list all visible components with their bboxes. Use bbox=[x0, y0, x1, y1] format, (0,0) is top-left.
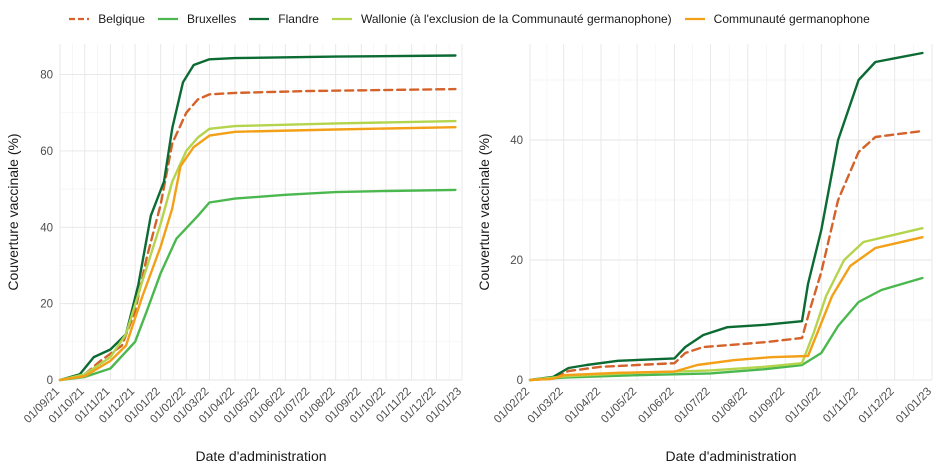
y-tick-label: 0 bbox=[517, 375, 523, 387]
x-tick-label: 01/02/22 bbox=[492, 386, 532, 426]
legend-label: Bruxelles bbox=[186, 12, 237, 26]
x-tick-label: 01/04/22 bbox=[563, 386, 603, 426]
legend-swatch bbox=[157, 17, 178, 21]
series-line-flandre bbox=[528, 51, 924, 382]
legend-swatch bbox=[69, 17, 90, 21]
x-tick-label: 01/01/23 bbox=[894, 386, 934, 426]
legend-swatch bbox=[684, 17, 705, 21]
series-line-communaute-germanophone bbox=[58, 125, 457, 382]
x-tick-label: 01/05/22 bbox=[599, 386, 639, 426]
legend: Belgique Bruxelles Flandre Wallonie (à l'ex… bbox=[0, 8, 936, 30]
y-tick-label: 80 bbox=[40, 70, 53, 82]
series-line-wallonie-a-l-exclusion-de-la-communaute-germanophone bbox=[58, 119, 457, 382]
legend-item-communaute-germanophone: Communauté germanophone bbox=[682, 12, 870, 26]
x-axis-title: Date d'administration bbox=[195, 448, 326, 463]
series-line-bruxelles bbox=[58, 188, 457, 382]
series-line-belgique bbox=[58, 87, 457, 382]
chart-figure: 02040608001/09/2101/10/2101/11/2101/12/2… bbox=[5, 44, 934, 463]
series-line-bruxelles bbox=[528, 276, 924, 382]
y-tick-label: 20 bbox=[40, 299, 53, 311]
x-tick-label: 01/10/22 bbox=[783, 386, 823, 426]
legend-item-flandre: Flandre bbox=[246, 12, 319, 26]
legend-item-belgique: Belgique bbox=[66, 12, 145, 26]
legend-item-bruxelles: Bruxelles bbox=[155, 12, 236, 26]
series-line-flandre bbox=[58, 54, 457, 382]
x-tick-label: 01/03/22 bbox=[526, 386, 566, 426]
legend-swatch bbox=[331, 17, 352, 21]
legend-label: Communauté germanophone bbox=[713, 12, 870, 26]
series-line-communaute-germanophone bbox=[528, 235, 924, 382]
y-axis-title: Couverture vaccinale (%) bbox=[476, 133, 492, 290]
legend-label: Flandre bbox=[278, 12, 319, 26]
y-tick-label: 0 bbox=[47, 375, 53, 387]
legend-item-wallonie-a-l-exclusion-de-la-communaute-germanophone: Wallonie (à l'exclusion de la Communauté… bbox=[329, 12, 672, 26]
x-tick-label: 01/12/22 bbox=[857, 386, 897, 426]
chart-panel-right: 0204001/02/2201/03/2201/04/2201/05/2201/… bbox=[476, 44, 934, 463]
legend-label: Wallonie (à l'exclusion de la Communauté… bbox=[360, 12, 672, 26]
x-tick-label: 01/08/22 bbox=[710, 386, 750, 426]
x-tick-label: 01/11/22 bbox=[821, 386, 861, 426]
y-tick-label: 60 bbox=[40, 146, 53, 158]
legend-swatch bbox=[249, 17, 270, 21]
series-line-wallonie-a-l-exclusion-de-la-communaute-germanophone bbox=[528, 226, 924, 382]
chart-panel-left: 02040608001/09/2101/10/2101/11/2101/12/2… bbox=[5, 44, 464, 463]
y-axis-title: Couverture vaccinale (%) bbox=[5, 133, 21, 290]
x-axis-title: Date d'administration bbox=[665, 448, 796, 463]
x-tick-label: 01/09/22 bbox=[747, 386, 787, 426]
x-tick-label: 01/06/22 bbox=[636, 386, 676, 426]
y-tick-label: 40 bbox=[510, 135, 523, 147]
y-tick-label: 40 bbox=[40, 222, 53, 234]
legend-label: Belgique bbox=[98, 12, 145, 26]
y-tick-label: 20 bbox=[510, 255, 523, 267]
x-tick-label: 01/07/22 bbox=[673, 386, 713, 426]
